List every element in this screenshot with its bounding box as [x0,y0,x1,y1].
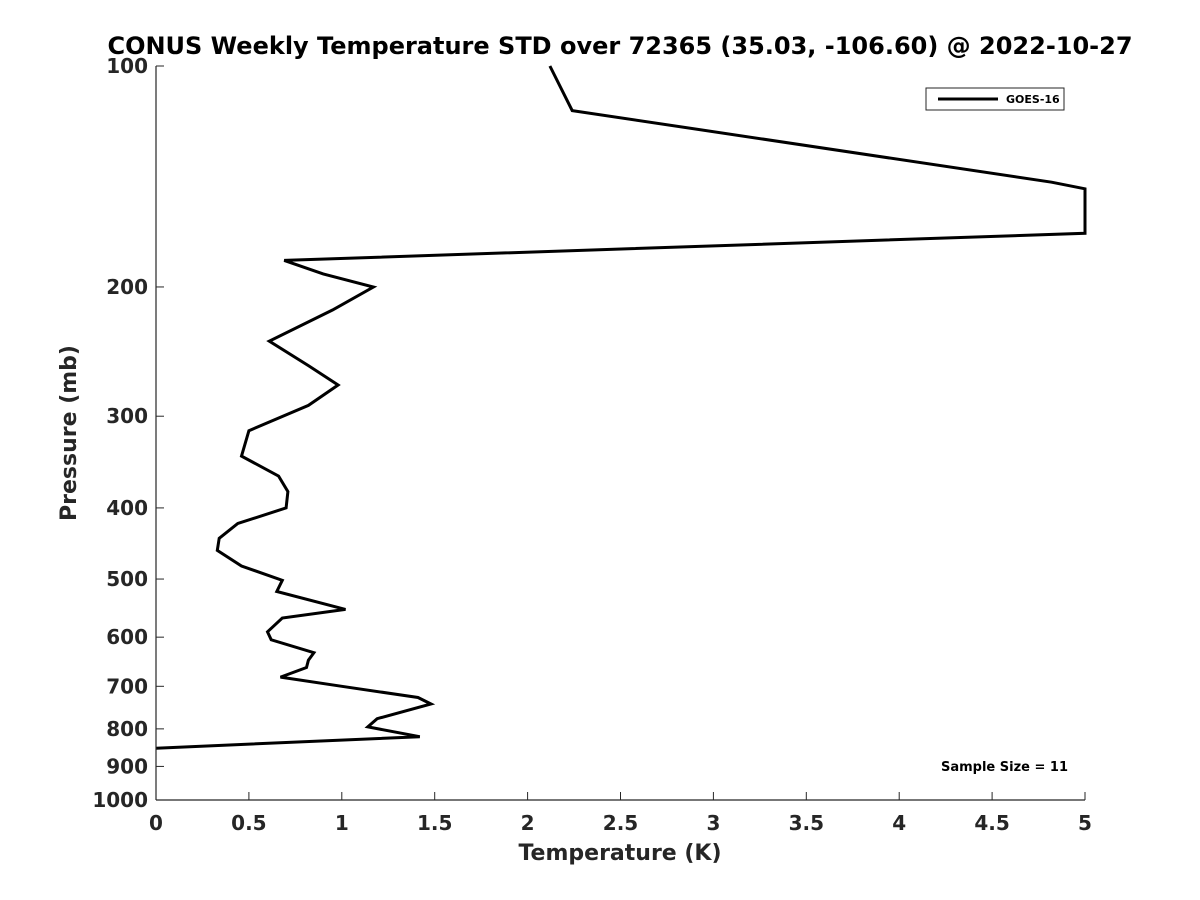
x-tick-label: 3 [706,811,720,835]
x-tick-label: 2.5 [603,811,638,835]
x-tick-label: 0.5 [231,811,266,835]
x-axis-ticks: 0 0.5 1 1.5 2 2.5 3 3.5 4 4.5 5 [149,792,1092,835]
x-tick-label: 4 [892,811,906,835]
x-tick-label: 1 [335,811,349,835]
y-tick-label: 100 [106,54,148,78]
legend-label-goes-16: GOES-16 [1006,93,1060,106]
y-tick-label: 600 [106,625,148,649]
x-tick-label: 1.5 [417,811,452,835]
series-line-goes-16 [155,65,1087,750]
y-tick-label: 400 [106,496,148,520]
legend: GOES-16 [925,87,1065,111]
y-tick-label: 900 [106,754,148,778]
y-tick-label: 300 [106,404,148,428]
y-tick-label: 200 [106,275,148,299]
y-tick-label: 1000 [92,788,148,812]
x-tick-label: 4.5 [974,811,1009,835]
y-tick-label: 700 [106,674,148,698]
y-tick-label: 800 [106,717,148,741]
chart-title: CONUS Weekly Temperature STD over 72365 … [107,32,1132,60]
sample-size-annotation: Sample Size = 11 [941,760,1068,775]
x-tick-label: 0 [149,811,163,835]
y-axis-label: Pressure (mb) [57,345,82,521]
x-tick-label: 5 [1078,811,1092,835]
x-tick-label: 3.5 [789,811,824,835]
y-axis-ticks: 100 200 300 400 500 600 700 800 900 1000 [92,54,164,812]
y-tick-label: 500 [106,567,148,591]
x-tick-label: 2 [521,811,535,835]
plot-background [156,66,1085,800]
plot-area [155,65,1087,801]
x-axis-label: Temperature (K) [518,841,721,866]
